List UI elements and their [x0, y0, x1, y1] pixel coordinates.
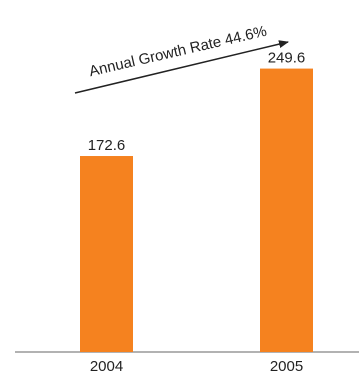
- bar: [80, 156, 133, 352]
- x-tick-label: 2004: [90, 358, 123, 375]
- x-tick-label: 2005: [270, 358, 303, 375]
- data-label: 249.6: [268, 50, 306, 67]
- bar: [260, 68, 313, 353]
- annotation: Annual Growth Rate 44.6%: [87, 23, 268, 80]
- growth-arrow: [74, 40, 289, 94]
- data-label: 172.6: [88, 137, 126, 154]
